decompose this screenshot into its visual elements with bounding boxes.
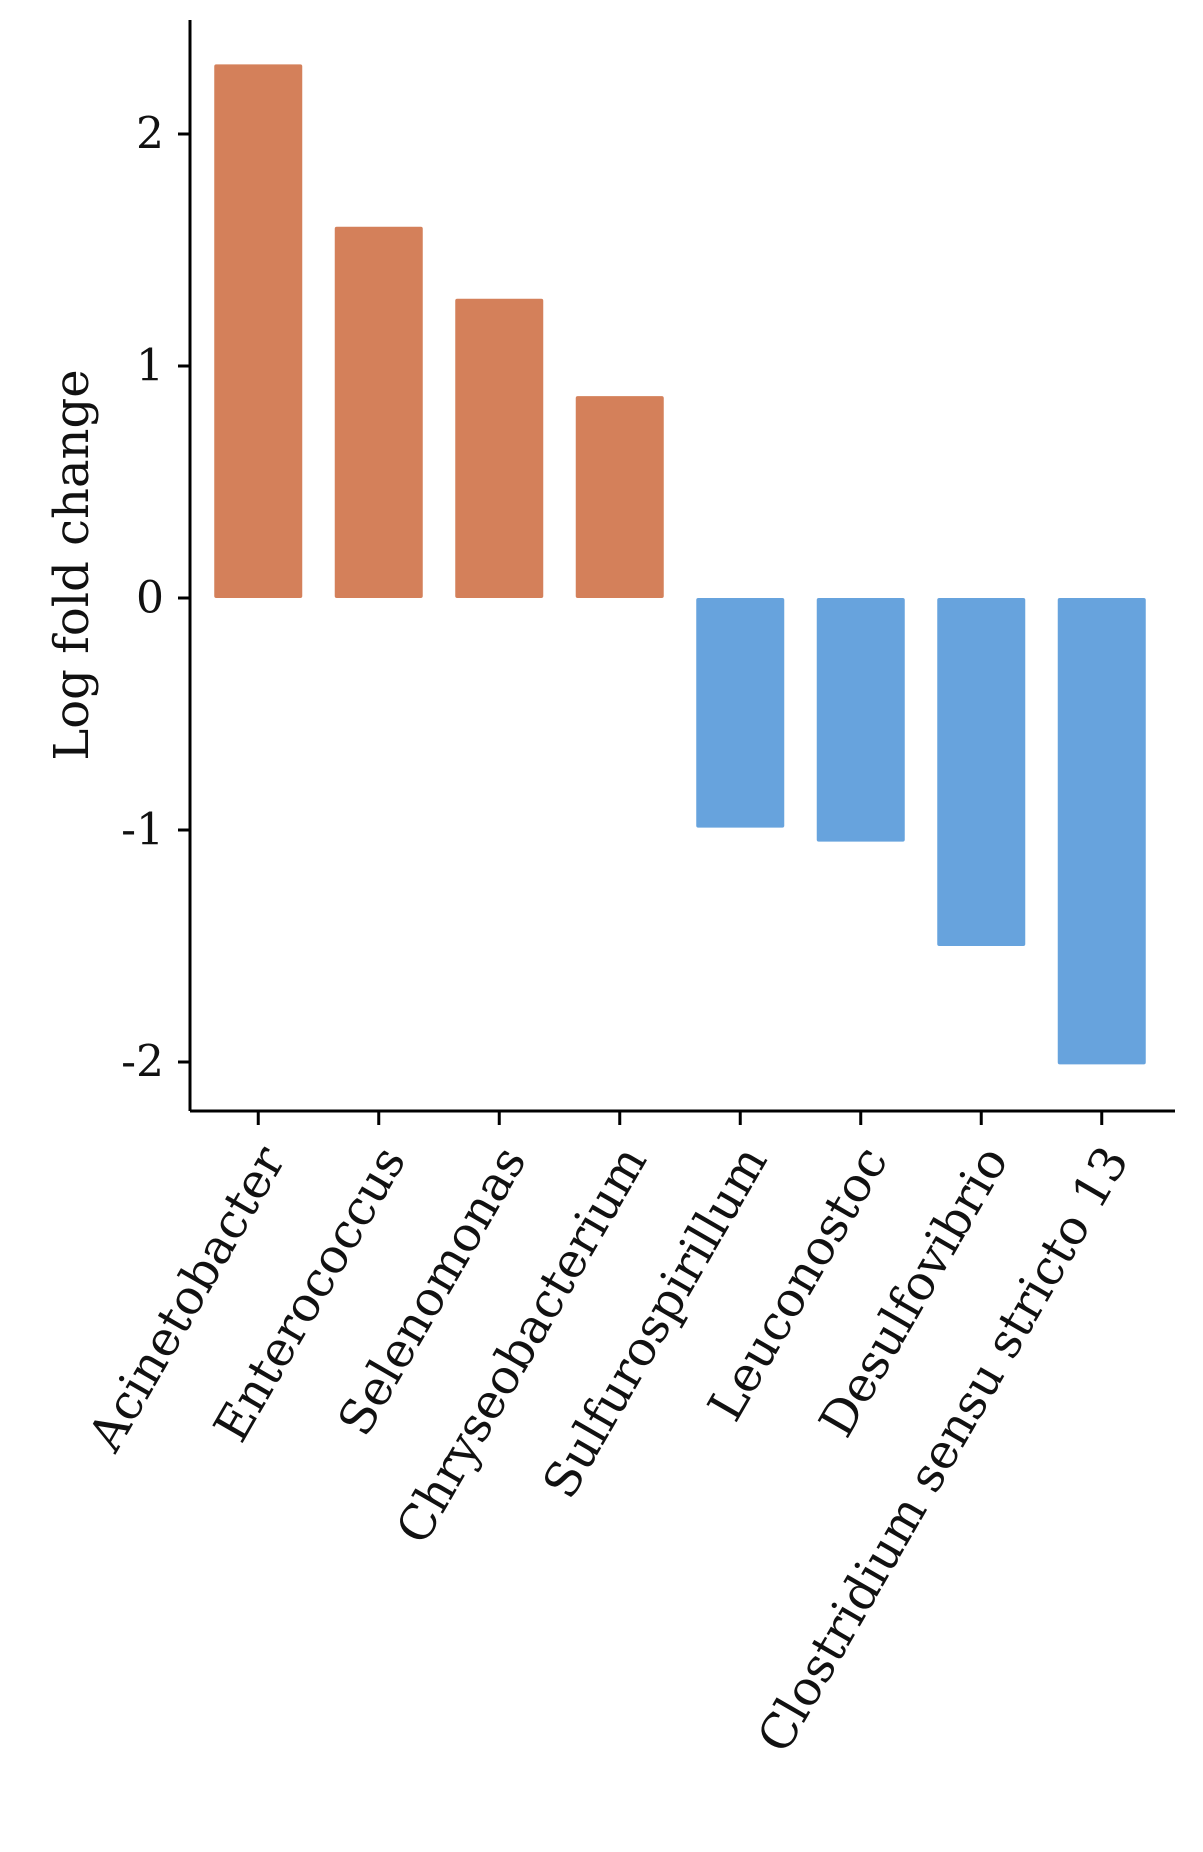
y-tick-label: -1	[121, 805, 164, 856]
bar-selenomonas	[455, 298, 544, 598]
bar-clostridium-sensu-stricto-13	[1057, 598, 1146, 1065]
axes-layer	[188, 20, 1175, 1113]
bar-enterococcus	[334, 226, 423, 599]
y-tick-label: -2	[121, 1037, 164, 1088]
y-tick-label: 1	[136, 341, 164, 392]
y-tick-label: 2	[136, 109, 164, 160]
x-category-label: Sulfurospirillum	[532, 1137, 778, 1508]
bars-layer	[214, 64, 1146, 1065]
bar-leuconostoc	[816, 598, 905, 842]
bar-chryseobacterium	[575, 396, 664, 598]
x-ticks: AcinetobacterEnterococcusSelenomonasChry…	[77, 1111, 1140, 1762]
bar-sulfurospirillum	[696, 598, 785, 828]
y-axis-title: Log fold change	[44, 369, 100, 760]
bar-acinetobacter	[214, 64, 303, 598]
bar-desulfovibrio	[937, 598, 1026, 946]
y-ticks: 2 1 0 -1 -2	[121, 109, 190, 1088]
y-tick-label: 0	[136, 573, 164, 624]
